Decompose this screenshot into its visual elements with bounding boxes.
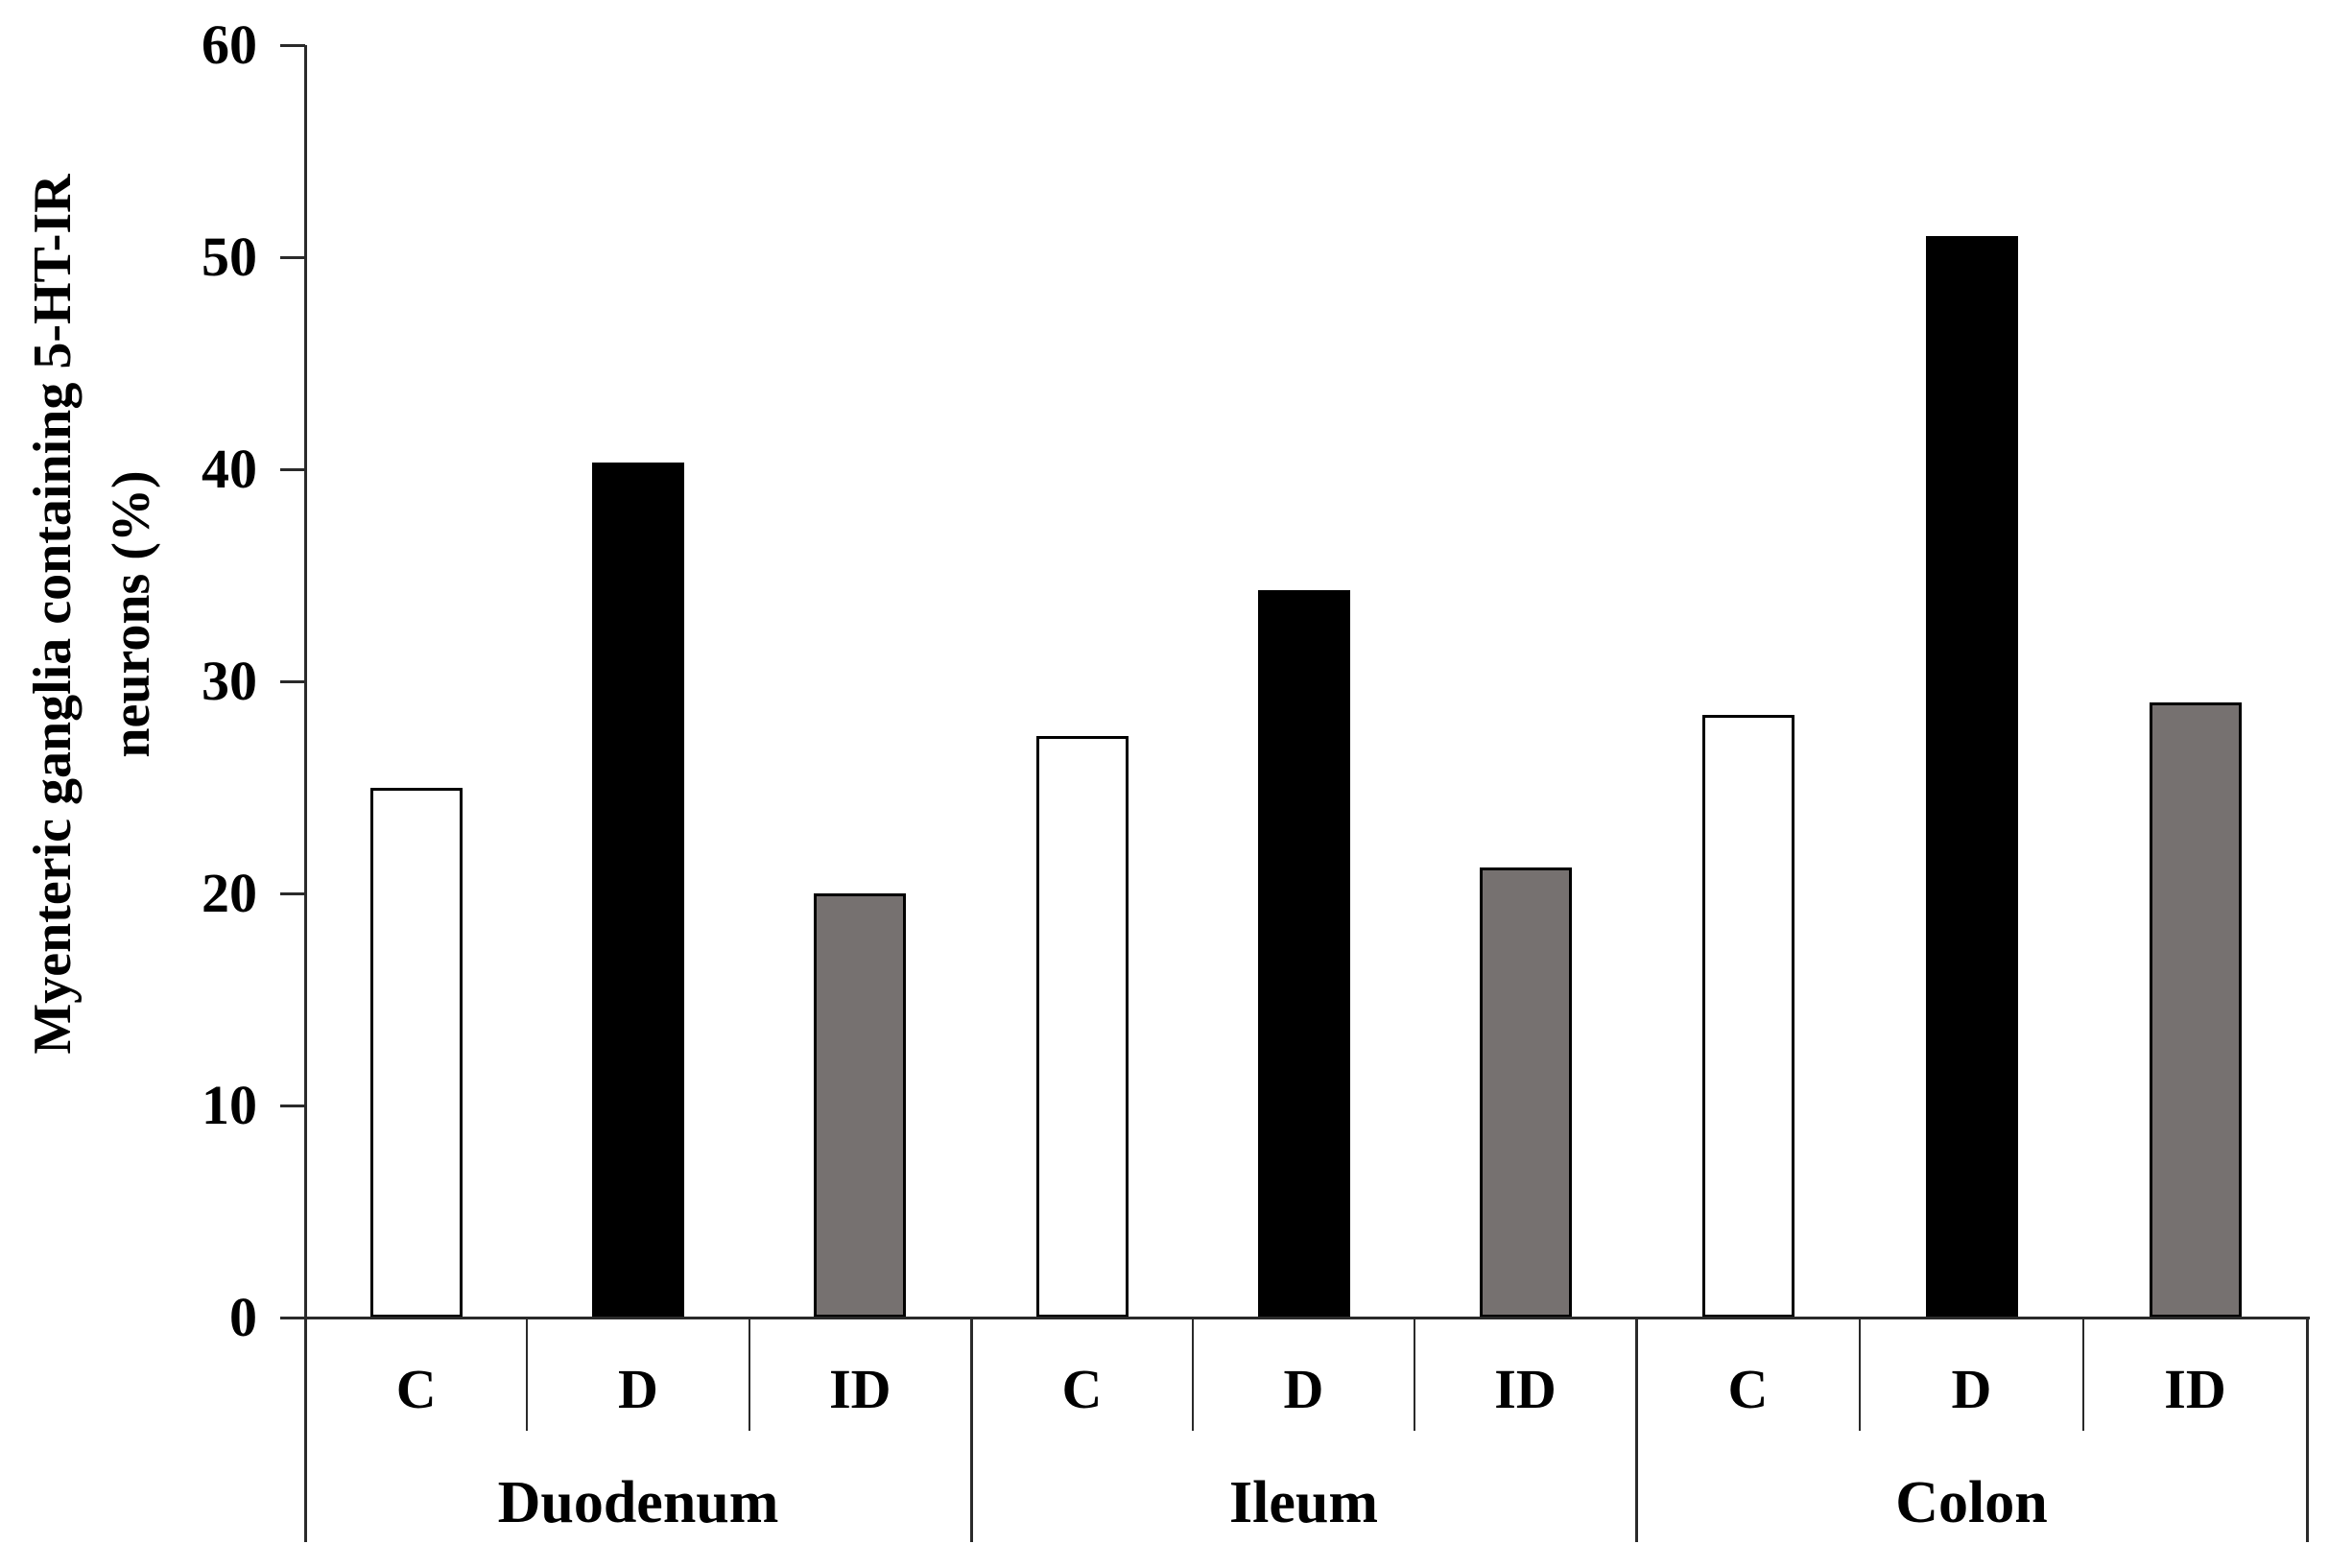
category-divider (526, 1318, 529, 1431)
y-tick-label: 40 (202, 438, 257, 500)
bar-ileum-c (1035, 736, 1129, 1318)
category-divider (2082, 1318, 2084, 1431)
group-label-colon: Colon (1895, 1470, 2048, 1535)
y-tick-label: 50 (202, 226, 257, 288)
y-tick-mark (280, 1105, 305, 1107)
condition-label-ileum-d: D (1283, 1358, 1324, 1420)
bar-duodenum-d (592, 463, 684, 1318)
condition-label-duodenum-c: C (395, 1358, 437, 1420)
bar-ileum-d (1257, 589, 1350, 1318)
y-tick-label: 60 (202, 13, 257, 76)
bar-duodenum-c (369, 787, 463, 1318)
condition-label-colon-id: ID (2164, 1358, 2226, 1420)
group-label-duodenum: Duodenum (497, 1470, 779, 1535)
y-axis-title-line-1: Myenteric ganglia containing 5-HT-IR (23, 174, 83, 1055)
bar-colon-d (1925, 235, 2018, 1318)
y-tick-label: 0 (229, 1286, 257, 1348)
bar-colon-c (1701, 715, 1794, 1318)
group-divider (970, 1318, 973, 1542)
condition-label-colon-c: C (1727, 1358, 1769, 1420)
category-divider (748, 1318, 750, 1431)
category-divider (1192, 1318, 1194, 1431)
condition-label-ileum-c: C (1061, 1358, 1103, 1420)
y-tick-mark (280, 1317, 305, 1319)
condition-label-colon-d: D (1951, 1358, 1992, 1420)
group-label-ileum: Ileum (1229, 1470, 1378, 1535)
y-tick-mark (280, 892, 305, 895)
bar-ileum-id (1479, 867, 1572, 1318)
y-axis-line (304, 45, 307, 1542)
bar-duodenum-id (814, 893, 907, 1318)
axis-band-right-edge (2306, 1318, 2309, 1542)
y-tick-mark (280, 680, 305, 683)
bar-colon-id (2149, 702, 2242, 1318)
condition-label-duodenum-id: ID (829, 1358, 891, 1420)
y-tick-mark (280, 468, 305, 471)
category-divider (1859, 1318, 1861, 1431)
condition-label-ileum-id: ID (1494, 1358, 1557, 1420)
condition-label-duodenum-d: D (618, 1358, 658, 1420)
y-tick-mark (280, 44, 305, 47)
y-tick-label: 20 (202, 862, 257, 924)
y-tick-label: 30 (202, 650, 257, 712)
y-tick-mark (280, 256, 305, 259)
x-axis-line (286, 1317, 2310, 1319)
category-divider (1414, 1318, 1415, 1431)
y-tick-label: 10 (202, 1074, 257, 1136)
group-divider (1635, 1318, 1638, 1542)
